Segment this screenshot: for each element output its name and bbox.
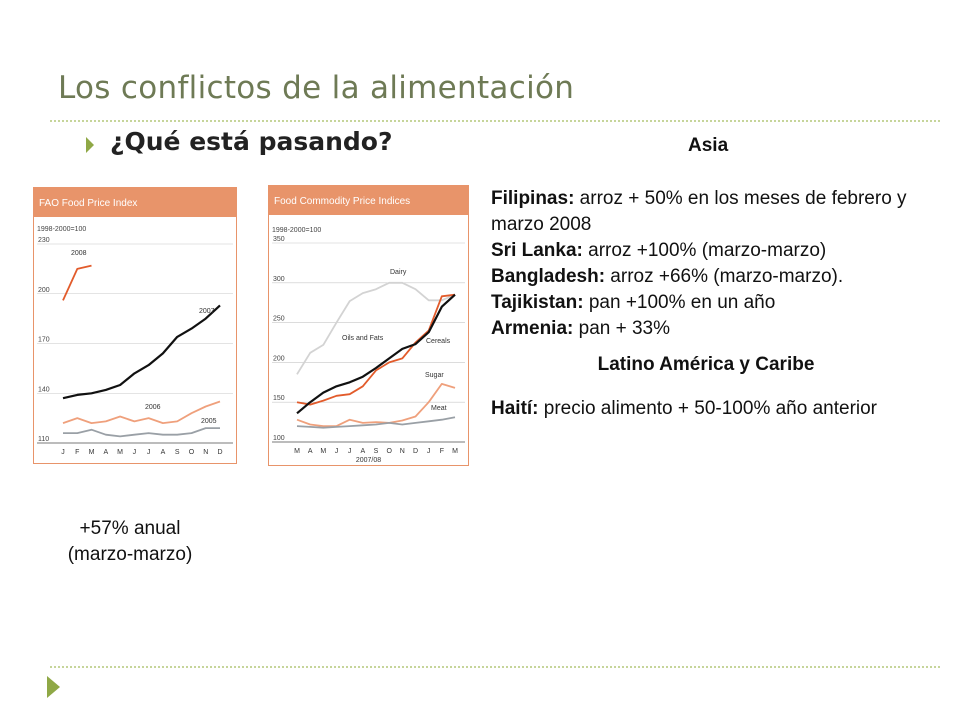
x-tick-label: S (374, 448, 379, 455)
series-label: Sugar (425, 372, 444, 379)
x-tick-label: J (427, 448, 431, 455)
title-divider (50, 120, 940, 122)
asia-heading: Asia (688, 135, 729, 156)
series-line-2007 (62, 304, 221, 400)
commodity-chart-svg: Food Commodity Price Indices 1998-2000=10… (267, 184, 470, 467)
x-tick-label: O (189, 449, 195, 456)
y-tick-label: 230 (38, 237, 50, 244)
chart-subtitle: 1998-2000=100 (272, 227, 321, 234)
x-tick-label: F (440, 448, 444, 455)
x-tick-label: M (89, 449, 95, 456)
x-tick-label: M (452, 448, 458, 455)
fao-chart-svg: FAO Food Price Index 1998-2000=100 110 140 1… (32, 186, 238, 465)
y-tick-label: 350 (273, 236, 285, 243)
series-line-2006 (62, 400, 221, 425)
chart-title: FAO Food Price Index (39, 198, 137, 209)
x-axis-label: 2007/08 (356, 457, 381, 464)
caption-line-2: (marzo-marzo) (67, 544, 193, 565)
chart-header (268, 185, 469, 215)
x-tick-label: J (147, 449, 151, 456)
x-tick-label: S (175, 449, 180, 456)
y-tick-label: 170 (38, 337, 50, 344)
fact-label: Bangladesh: (491, 266, 606, 287)
x-tick-label: N (400, 448, 405, 455)
series-label: 2005 (201, 418, 217, 425)
food-commodity-price-indices-chart: Food Commodity Price Indices 1998-2000=10… (267, 184, 470, 467)
fact-value: pan +100% en un año (583, 292, 776, 313)
series-label: Dairy (390, 269, 407, 276)
x-tick-label: D (413, 448, 418, 455)
x-tick-label: F (75, 449, 79, 456)
chart-header (33, 187, 237, 217)
x-tick-label: A (103, 449, 108, 456)
chart-title: Food Commodity Price Indices (274, 196, 410, 207)
bullet-arrow-icon (86, 137, 94, 153)
y-tick-label: 200 (38, 287, 50, 294)
series-label: 2007 (199, 308, 215, 315)
fact-armenia: Armenia: pan + 33% (491, 316, 921, 342)
fact-value: arroz +66% (marzo-marzo). (605, 266, 844, 287)
chart-frame (267, 184, 470, 467)
x-tick-label: A (308, 448, 313, 455)
x-tick-label: J (61, 449, 65, 456)
y-tick-label: 150 (273, 395, 285, 402)
series-line-sugar (296, 382, 456, 428)
fact-tajikistan: Tajikistan: pan +100% en un año (491, 290, 921, 316)
series-line-dairy (296, 281, 456, 375)
series-label: 2006 (145, 404, 161, 411)
x-tick-label: O (386, 448, 392, 455)
fact-filipinas: Filipinas: arroz + 50% en los meses de f… (491, 186, 921, 238)
y-tick-label: 250 (273, 316, 285, 323)
x-tick-label: J (335, 448, 339, 455)
x-tick-label: D (217, 449, 222, 456)
x-tick-label: M (320, 448, 326, 455)
fact-label: Haití: (491, 398, 539, 419)
fact-label: Filipinas: (491, 188, 575, 209)
series-line-2008 (62, 264, 92, 301)
x-tick-label: A (161, 449, 166, 456)
y-tick-label: 200 (273, 355, 285, 362)
slide-subtitle: ¿Qué está pasando? (110, 127, 393, 156)
slide-title: Los conflictos de la alimentación (58, 70, 575, 106)
fact-bangladesh: Bangladesh: arroz +66% (marzo-marzo). (491, 264, 921, 290)
footer-divider (50, 666, 940, 668)
series-label: Oils and Fats (342, 335, 384, 342)
fact-value: arroz +100% (marzo-marzo) (582, 240, 827, 261)
y-tick-label: 300 (273, 276, 285, 283)
fact-label: Armenia: (491, 318, 574, 339)
x-tick-label: M (294, 448, 300, 455)
latam-heading: Latino América y Caribe (597, 354, 815, 375)
fact-value: precio alimento + 50-100% año anterior (538, 398, 878, 419)
series-label: Meat (431, 405, 447, 412)
fact-haiti: Haití: precio alimento + 50-100% año ant… (491, 396, 921, 422)
series-line-meat (296, 416, 456, 429)
x-tick-label: J (133, 449, 137, 456)
caption-line-1: +57% anual (79, 518, 181, 539)
x-tick-label: N (203, 449, 208, 456)
fact-sri-lanka: Sri Lanka: arroz +100% (marzo-marzo) (491, 238, 921, 264)
series-label: 2008 (71, 250, 87, 257)
y-tick-label: 140 (38, 386, 50, 393)
chart-caption: +57% anual (marzo-marzo) (40, 516, 220, 568)
fact-label: Tajikistan: (491, 292, 584, 313)
fao-food-price-index-chart: FAO Food Price Index 1998-2000=100 110 140 1… (32, 186, 238, 465)
chart-frame (32, 186, 238, 465)
x-tick-label: M (117, 449, 123, 456)
series-label: Cereals (426, 338, 451, 345)
footer-arrow-icon (47, 676, 60, 698)
y-tick-label: 110 (38, 436, 49, 443)
fact-label: Sri Lanka: (491, 240, 583, 261)
price-facts-text: Filipinas: arroz + 50% en los meses de f… (491, 186, 921, 422)
y-tick-label: 100 (273, 435, 285, 442)
x-tick-label: A (360, 448, 365, 455)
series-line-cereals (296, 293, 456, 415)
fact-value: pan + 33% (573, 318, 671, 339)
series-line-2005 (63, 427, 220, 438)
x-tick-label: J (348, 448, 352, 455)
chart-subtitle: 1998-2000=100 (37, 226, 86, 233)
fact-value: arroz + 50% en los meses de febrero y ma… (491, 188, 907, 235)
